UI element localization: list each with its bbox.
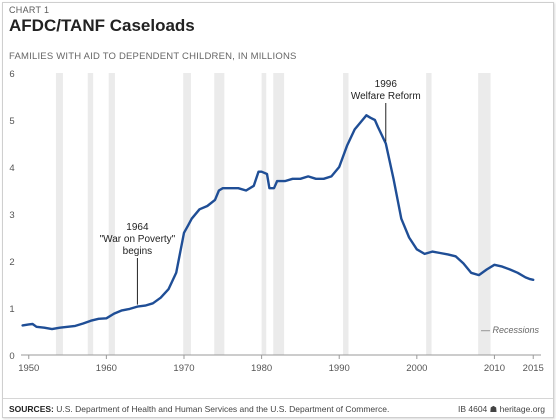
x-tick-label: 1990 (329, 363, 350, 374)
x-tick-label: 1970 (173, 363, 194, 374)
annotation-text: 1964 (126, 222, 149, 233)
annotation-text: 1996 (375, 79, 398, 90)
recession-band (343, 73, 349, 355)
recession-band (183, 73, 191, 355)
brand-mark: IB 4604 ☗ heritage.org (457, 404, 545, 414)
recession-band (108, 73, 115, 355)
chart-kicker: CHART 1 (9, 5, 50, 15)
y-tick-label: 4 (9, 163, 14, 174)
x-tick-label: 1960 (96, 363, 117, 374)
y-tick-label: 1 (9, 304, 14, 315)
chart-svg: 0 1 2 3 4 5 6 1950 1960 1970 1980 1990 2000 2010 2015 1… (9, 69, 544, 374)
sources-text: U.S. Department of Health and Human Serv… (53, 404, 390, 414)
chart-title: AFDC/TANF Caseloads (9, 16, 195, 35)
recession-band (261, 73, 267, 355)
sources-label: SOURCES: (9, 404, 54, 414)
annotation-text: Welfare Reform (351, 91, 421, 102)
recession-band (214, 73, 225, 355)
recession-band (478, 73, 491, 355)
annotation-text: "War on Poverty" (100, 234, 176, 245)
x-tick-label: 2010 (484, 363, 505, 374)
recession-band (87, 73, 94, 355)
y-tick-label: 5 (9, 116, 14, 127)
recession-band (426, 73, 432, 355)
x-tick-label: 1950 (18, 363, 39, 374)
x-tick-label: 1980 (251, 363, 272, 374)
caseload-line (21, 114, 535, 331)
x-tick-label: 2015 (523, 363, 544, 374)
recession-band (273, 73, 285, 355)
chart-footer: SOURCES: U.S. Department of Health and H… (3, 398, 553, 417)
y-tick-label: 0 (9, 351, 14, 362)
y-tick-label: 3 (9, 210, 14, 221)
y-tick-label: 2 (9, 257, 14, 268)
x-tick-label: 2000 (406, 363, 427, 374)
recession-band (55, 73, 63, 355)
annotation-text: begins (123, 246, 152, 257)
recessions-legend: — Recessions (480, 325, 540, 335)
sources-note: SOURCES: U.S. Department of Health and H… (9, 404, 389, 414)
y-tick-label: 6 (9, 69, 14, 80)
chart-subtitle: FAMILIES WITH AID TO DEPENDENT CHILDREN,… (9, 51, 297, 62)
